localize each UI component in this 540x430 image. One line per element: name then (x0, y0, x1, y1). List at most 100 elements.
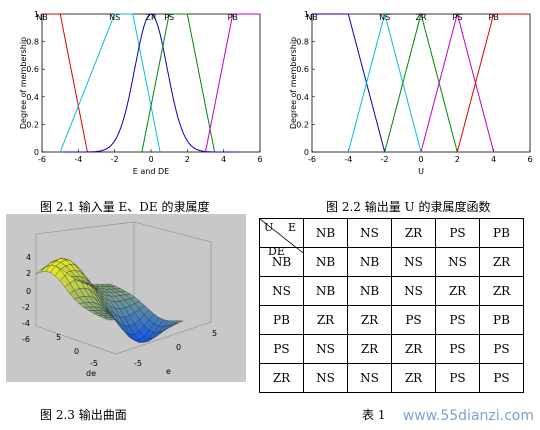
surface-ztick-m6: -6 (22, 335, 30, 344)
x-tick-label: 0 (148, 155, 153, 164)
caption-fig-2-3: 图 2.3 输出曲面 (40, 408, 127, 422)
table-cell: ZR (303, 305, 348, 335)
y-tick-label: 1 (34, 10, 39, 19)
table-cell: NB (303, 276, 348, 306)
x-tick-label: 4 (491, 155, 496, 164)
output-surface-plot: 4 2 0 -2 -4 -6 5 0 -5 -5 0 5 de e (6, 214, 246, 382)
y-tick-label: 0 (304, 148, 309, 157)
surface-de-tick-m5: -5 (90, 359, 98, 368)
y-axis-label: Degree of membership (19, 37, 28, 129)
table-row: PS NS ZR ZR PS PS (259, 334, 524, 364)
series-line-nb (42, 13, 88, 153)
surface-de-tick-5: 5 (56, 333, 61, 342)
caption-fig-2-1: 图 2.1 输入量 E、DE 的隶属度 (40, 200, 210, 214)
x-tick-label: 0 (418, 155, 423, 164)
table-cell: PS (435, 334, 480, 364)
x-tick-label: 6 (527, 155, 532, 164)
plot-frame (311, 13, 531, 153)
row-header-cell: PB (259, 305, 304, 335)
surface-axis-e: e (166, 367, 171, 376)
surface-e-tick-5: 5 (212, 329, 217, 338)
table-row: NS NB NB NS ZR ZR (259, 276, 524, 306)
series-label-zr: ZR (415, 13, 426, 22)
watermark: www.55dianzi.com (402, 408, 534, 424)
table-cell: PB (479, 305, 524, 335)
x-axis-label: E and DE (133, 167, 169, 176)
table-cell: NS (391, 276, 436, 306)
table-cell: ZR (479, 276, 524, 306)
y-tick-label: 0.2 (26, 120, 39, 129)
table-cell: ZR (435, 276, 480, 306)
row-header-cell: ZR (259, 363, 304, 393)
corner-de: DE (268, 245, 285, 258)
row-header-cell: PS (259, 334, 304, 364)
table-cell: NB (347, 276, 392, 306)
x-axis-label: U (418, 167, 424, 176)
series-line-nb (312, 13, 386, 153)
series-line-pb (456, 13, 530, 153)
plot-frame (41, 13, 261, 153)
header-cell: ZR (391, 218, 436, 248)
corner-e: E (288, 221, 297, 234)
series-line-ps (141, 13, 216, 153)
x-tick-label: -2 (381, 155, 389, 164)
series-label-zr: ZR (145, 13, 156, 22)
row-header-cell: NS (259, 276, 304, 306)
series-label-pb: PB (228, 13, 238, 22)
surface-e-tick-m5: -5 (134, 359, 142, 368)
x-tick-label: -4 (74, 155, 82, 164)
rule-table-corner: U E DE (259, 218, 304, 258)
table-row: NB NB NB NS NS ZR (259, 247, 524, 277)
table-cell: NS (303, 334, 348, 364)
table-cell: ZR (391, 334, 436, 364)
series-label-nb: NB (36, 13, 47, 22)
surface-svg: 4 2 0 -2 -4 -6 5 0 -5 -5 0 5 de e (22, 221, 217, 378)
table-row: PB ZR ZR PS PS PB (259, 305, 524, 335)
series-label-ps: PS (164, 13, 174, 22)
series-line-ps (420, 12, 495, 153)
surface-de-tick-0: 0 (74, 347, 79, 356)
output-membership-chart: -6 -4 -2 0 2 4 6 0 0.2 0.4 0.6 0.8 1 U Degree of membe… (289, 10, 533, 176)
y-tick-label: 0.2 (296, 120, 309, 129)
fuzzy-rule-table: U E DE NB NS ZR PS PB NB NB NB NS NS ZR … (259, 218, 524, 393)
header-cell: NS (347, 218, 392, 248)
corner-diagonal (260, 219, 304, 255)
y-tick-label: 0.4 (296, 93, 309, 102)
y-axis-label: Degree of membership (289, 37, 298, 129)
table-cell: NB (347, 247, 392, 277)
table-cell: NS (303, 363, 348, 393)
surface-axes-box (35, 221, 212, 355)
x-tick-label: -6 (38, 155, 46, 164)
y-tick-label: 0 (34, 148, 39, 157)
caption-fig-2-2: 图 2.2 输出量 U 的隶属度函数 (326, 200, 491, 214)
x-tick-label: 2 (185, 155, 190, 164)
input-membership-chart: -6 -4 -2 0 2 4 6 0 0.2 0.4 0.6 0.8 1 E and DE Degree o… (19, 10, 263, 176)
y-tick-label: 0.4 (26, 93, 39, 102)
y-tick-label: 0.8 (26, 38, 39, 47)
series-line-pb (205, 13, 260, 153)
surface-mesh (35, 258, 184, 343)
series-label-nb: NB (306, 13, 317, 22)
table-cell: NS (347, 363, 392, 393)
table-cell: NS (435, 247, 480, 277)
series-label-pb: PB (489, 13, 499, 22)
surface-axis-de: de (86, 369, 96, 378)
x-tick-label: -2 (111, 155, 119, 164)
surface-ztick-4: 4 (26, 253, 31, 262)
surface-e-tick-0: 0 (176, 343, 181, 352)
series-line-ns (59, 13, 161, 153)
surface-ztick-2: 2 (26, 269, 31, 278)
series-line-zr (384, 12, 458, 153)
x-tick-label: 6 (257, 155, 262, 164)
table-cell: ZR (347, 334, 392, 364)
table-cell: PS (391, 305, 436, 335)
y-tick-label: 0.6 (296, 65, 309, 74)
row-header-cell: NB (259, 247, 304, 277)
table-cell: PS (479, 363, 524, 393)
series-line-ns (347, 12, 422, 153)
header-cell: PB (479, 218, 524, 248)
table-cell: NB (303, 247, 348, 277)
surface-ztick-m4: -4 (22, 319, 30, 328)
surface-facet (173, 320, 184, 325)
surface-ztick-0: 0 (26, 287, 31, 296)
